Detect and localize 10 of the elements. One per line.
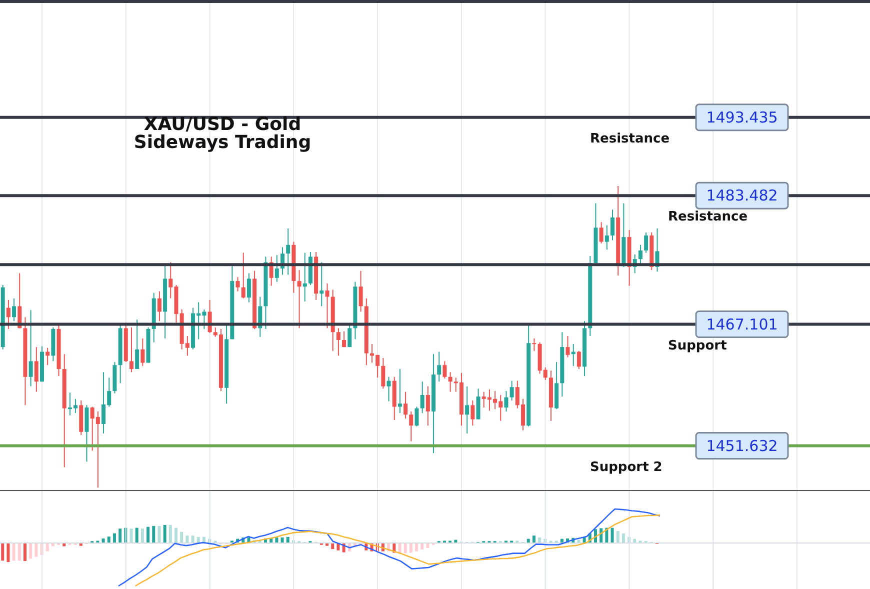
text: Sideways Trading <box>132 132 312 153</box>
ref-line-label: Resistance <box>668 210 748 225</box>
y-tick-label: 1451.632 <box>706 436 778 455</box>
ref-line-label: Support 2 <box>590 460 662 475</box>
text: XAU/USD - Gold <box>144 114 302 135</box>
ref-line-label: Resistance <box>590 131 670 146</box>
y-tick-label: 1493.435 <box>706 108 778 126</box>
ref-line-label: Support <box>668 338 727 354</box>
y-tick-label: 1467.101 <box>706 315 778 334</box>
y-tick-label: 1483.482 <box>706 186 778 205</box>
